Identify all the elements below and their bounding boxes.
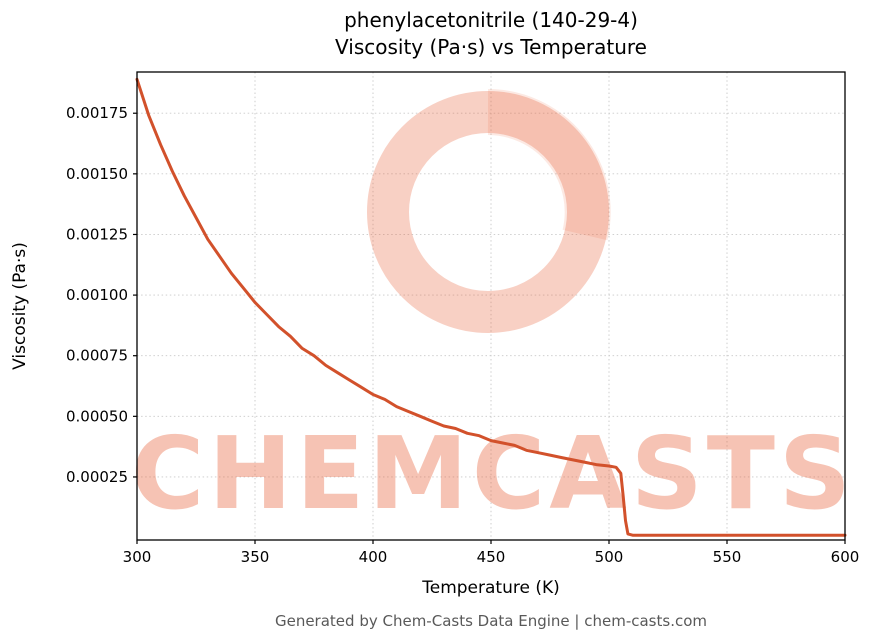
y-tick-label: 0.00150 [66,165,128,183]
y-tick-label: 0.00125 [66,225,128,243]
x-tick-label: 550 [713,548,742,566]
chart-title-line2: Viscosity (Pa·s) vs Temperature [335,35,647,59]
watermark: CHEMCASTS [131,89,855,532]
y-tick-label: 0.00025 [66,468,128,486]
x-tick-label: 300 [123,548,152,566]
chemcasts-logo-brush-accent [487,89,611,241]
x-tick-label: 500 [595,548,624,566]
x-tick-label: 350 [241,548,270,566]
footer-attribution: Generated by Chem-Casts Data Engine | ch… [275,612,707,630]
chemcasts-logo-watermark [367,91,609,333]
grid-layer [136,72,846,540]
viscosity-series [135,77,847,537]
y-tick-label: 0.00100 [66,286,128,304]
y-tick-label: 0.00050 [66,407,128,425]
tick-labels: 300 350 400 450 500 550 600 0.00025 0.00050 0.000… [66,104,859,566]
tick-marks [133,112,846,544]
watermark-text: CHEMCASTS [131,415,855,532]
y-tick-label: 0.00175 [66,104,128,122]
series-line-viscosity [135,77,847,537]
x-tick-label: 600 [831,548,860,566]
x-tick-label: 400 [359,548,388,566]
x-tick-label: 450 [477,548,506,566]
chart-title-line1: phenylacetonitrile (140-29-4) [344,8,638,32]
y-axis-label: Viscosity (Pa·s) [10,242,30,370]
y-tick-label: 0.00075 [66,347,128,365]
x-axis-label: Temperature (K) [421,578,560,598]
